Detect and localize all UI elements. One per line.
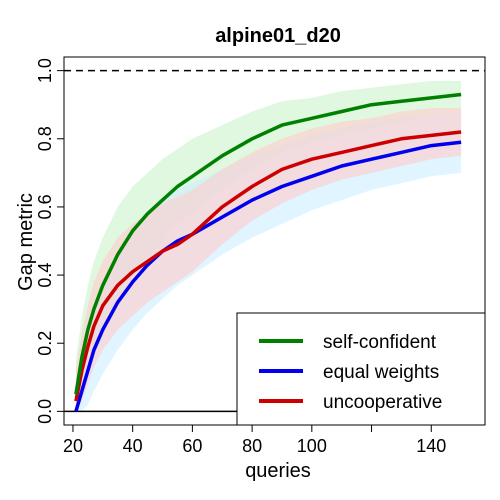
- x-tick-label: 40: [123, 436, 143, 456]
- y-tick-label: 0.4: [35, 263, 55, 288]
- x-tick-label: 140: [416, 436, 446, 456]
- chart-title: alpine01_d20: [215, 25, 341, 47]
- y-tick-label: 0.2: [35, 331, 55, 356]
- legend: self-confident equal weights uncooperative: [236, 312, 486, 426]
- y-axis: 0.0 0.2 0.4 0.6 0.8 1.0: [35, 58, 64, 424]
- y-tick-label: 0.6: [35, 194, 55, 219]
- y-axis-title: Gap metric: [15, 193, 37, 291]
- y-tick-label: 1.0: [35, 58, 55, 83]
- x-tick-label: 20: [63, 436, 83, 456]
- x-tick-label: 80: [242, 436, 262, 456]
- band-equal-weights: [75, 111, 462, 412]
- x-axis-title: queries: [245, 460, 311, 482]
- legend-label-uncooperative: uncooperative: [323, 392, 442, 413]
- band-self-confident: [75, 80, 462, 412]
- y-tick-label: 0.0: [35, 399, 55, 424]
- y-tick-label: 0.8: [35, 126, 55, 151]
- x-tick-label: 60: [182, 436, 202, 456]
- series-line-uncooperative: [74, 130, 462, 402]
- legend-label-equal-weights: equal weights: [323, 362, 439, 383]
- x-tick-label: 100: [297, 436, 327, 456]
- series-line-self-confident: [74, 92, 462, 395]
- series-lines: [74, 92, 462, 412]
- x-axis: 20 40 60 80 100 140: [63, 425, 446, 456]
- legend-label-self-confident: self-confident: [323, 332, 437, 353]
